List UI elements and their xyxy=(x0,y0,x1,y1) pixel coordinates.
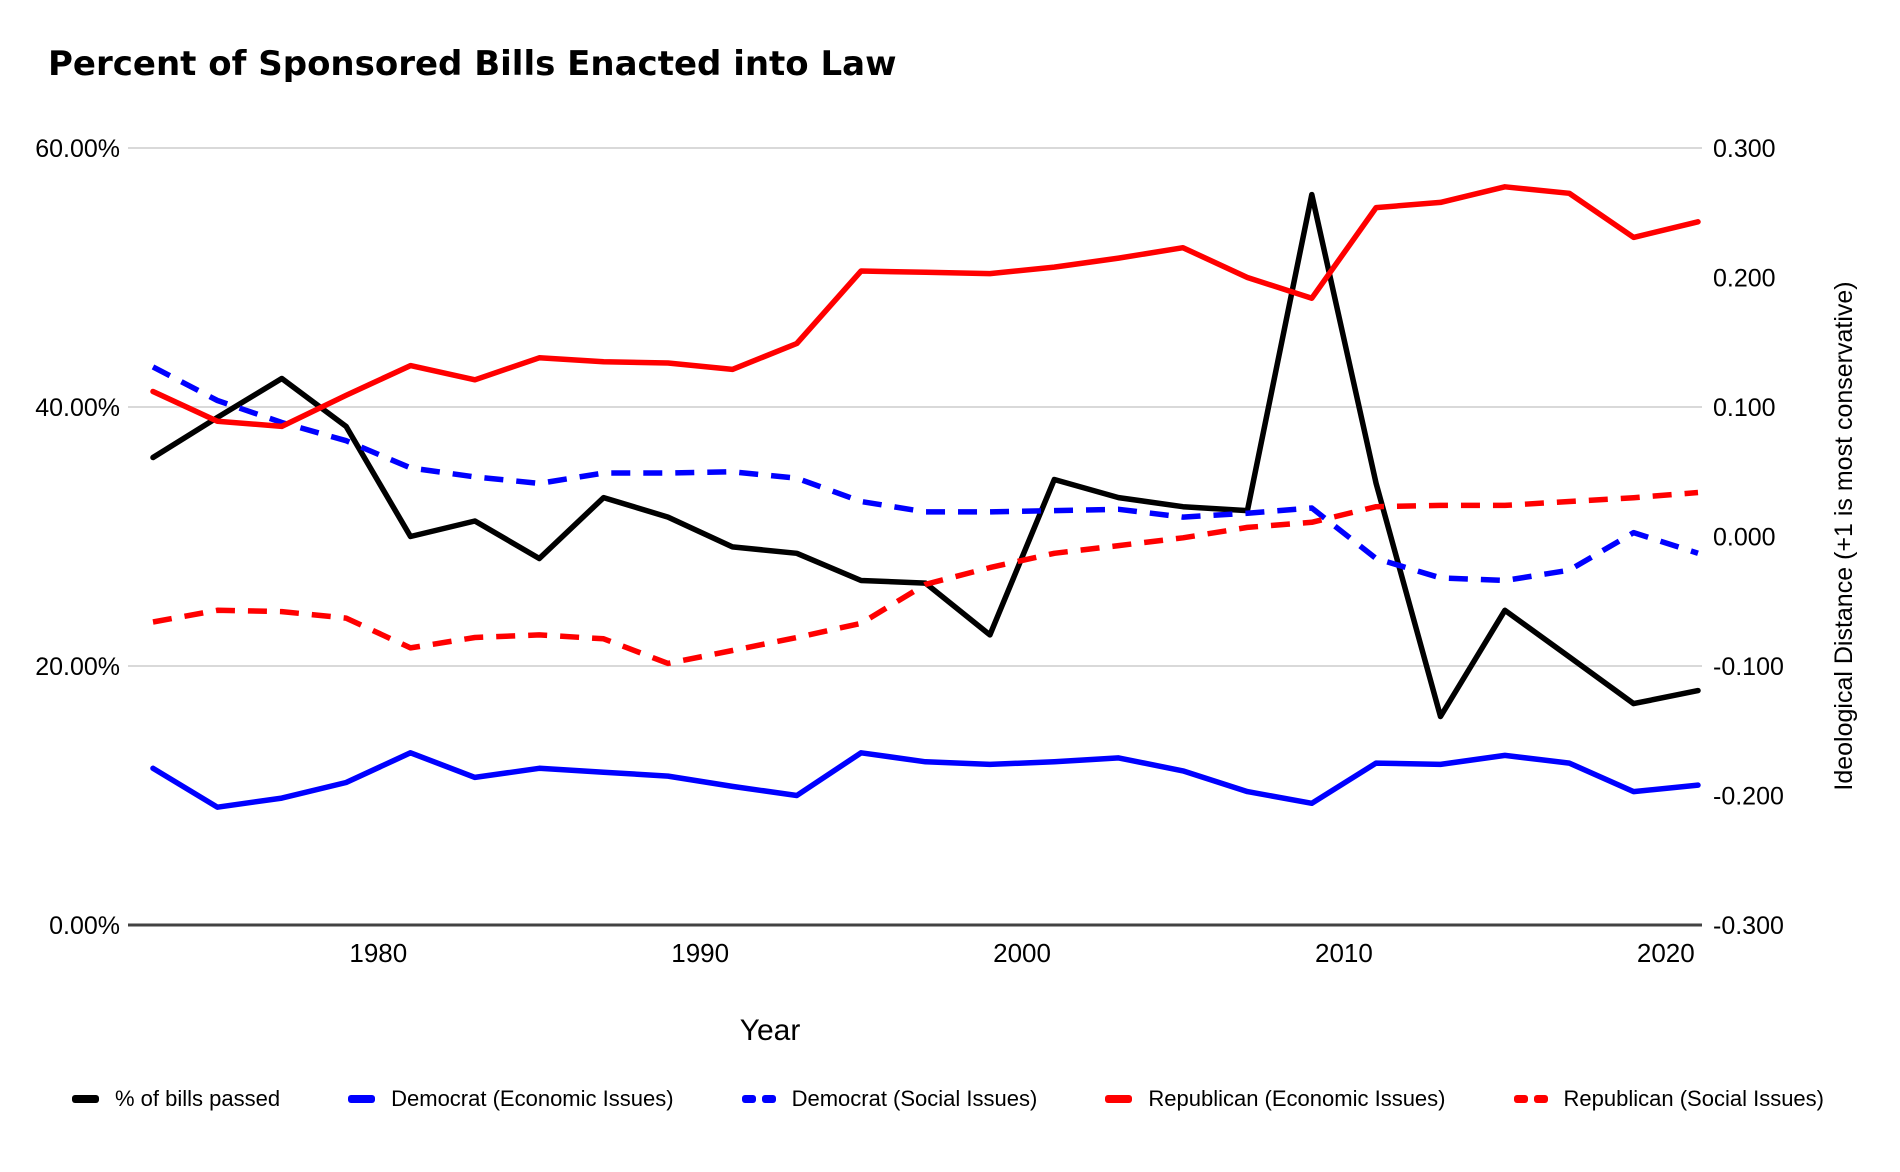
x-axis-tick: 2010 xyxy=(1315,938,1373,968)
series-line-republican-social-issues xyxy=(152,489,1699,667)
legend-dashed-line-swatch xyxy=(741,1095,776,1103)
legend-item[interactable]: Democrat (Social Issues) xyxy=(741,1086,1038,1112)
legend: % of bills passed Democrat (Economic Issu… xyxy=(0,1086,1900,1112)
legend-label: % of bills passed xyxy=(115,1086,281,1111)
legend-swatch-bar xyxy=(1105,1095,1133,1103)
series-line-republican-economic-issues xyxy=(150,184,1701,430)
right-axis-tick: -0.300 xyxy=(1713,912,1784,940)
x-axis-tick: 2020 xyxy=(1637,938,1695,968)
right-axis-tick: 0.000 xyxy=(1713,524,1776,552)
legend-item[interactable]: Republican (Social Issues) xyxy=(1513,1086,1824,1112)
legend-label: Republican (Social Issues) xyxy=(1563,1086,1824,1111)
legend-label: Democrat (Economic Issues) xyxy=(391,1086,674,1111)
x-axis-tick: 1990 xyxy=(671,938,729,968)
gridlines-layer xyxy=(128,147,1702,927)
series-layer xyxy=(150,184,1701,810)
x-axis-tick: 2000 xyxy=(993,938,1051,968)
series-line-democrat-economic-issues xyxy=(150,750,1701,810)
right-axis-tick: -0.100 xyxy=(1713,653,1784,681)
legend-solid-line-swatch xyxy=(348,1095,376,1103)
axis-ticks-layer: 60.00% 40.00% 20.00% 0.00% 0.300 0.200 0.100 0.… xyxy=(35,135,1784,968)
legend-swatch-bar xyxy=(348,1095,376,1103)
legend-solid-line-swatch xyxy=(72,1095,99,1103)
right-axis-tick: 0.100 xyxy=(1713,394,1776,422)
right-axis-tick: -0.200 xyxy=(1713,783,1784,811)
right-axis-tick: 0.200 xyxy=(1713,265,1776,293)
legend-label: Democrat (Social Issues) xyxy=(791,1086,1038,1111)
chart-title: Percent of Sponsored Bills Enacted into … xyxy=(48,44,897,84)
legend-swatch-bar xyxy=(72,1095,99,1103)
legend-dashed-line-swatch xyxy=(1513,1095,1548,1103)
left-axis-tick: 0.00% xyxy=(49,912,120,940)
legend-swatch-bar xyxy=(1513,1095,1528,1103)
left-axis-tick: 40.00% xyxy=(35,394,120,422)
legend-swatch-bar xyxy=(1533,1095,1548,1103)
legend-item[interactable]: % of bills passed xyxy=(72,1086,280,1112)
series-line-democrat-social-issues xyxy=(151,364,1699,584)
legend-label: Republican (Economic Issues) xyxy=(1148,1086,1446,1111)
legend-swatch-bar xyxy=(741,1095,756,1103)
left-axis-tick: 60.00% xyxy=(35,135,120,163)
right-axis-tick: 0.300 xyxy=(1713,135,1776,163)
left-axis-tick: 20.00% xyxy=(35,653,120,681)
legend-swatch-bar xyxy=(761,1095,776,1103)
legend-item[interactable]: Democrat (Economic Issues) xyxy=(348,1086,674,1112)
right-axis-title: Ideological Distance (+1 is most conserv… xyxy=(1830,281,1858,790)
x-axis-tick: 1980 xyxy=(349,938,407,968)
legend-item[interactable]: Republican (Economic Issues) xyxy=(1105,1086,1446,1112)
x-axis-title: Year xyxy=(740,1014,801,1047)
legend-solid-line-swatch xyxy=(1105,1095,1133,1103)
